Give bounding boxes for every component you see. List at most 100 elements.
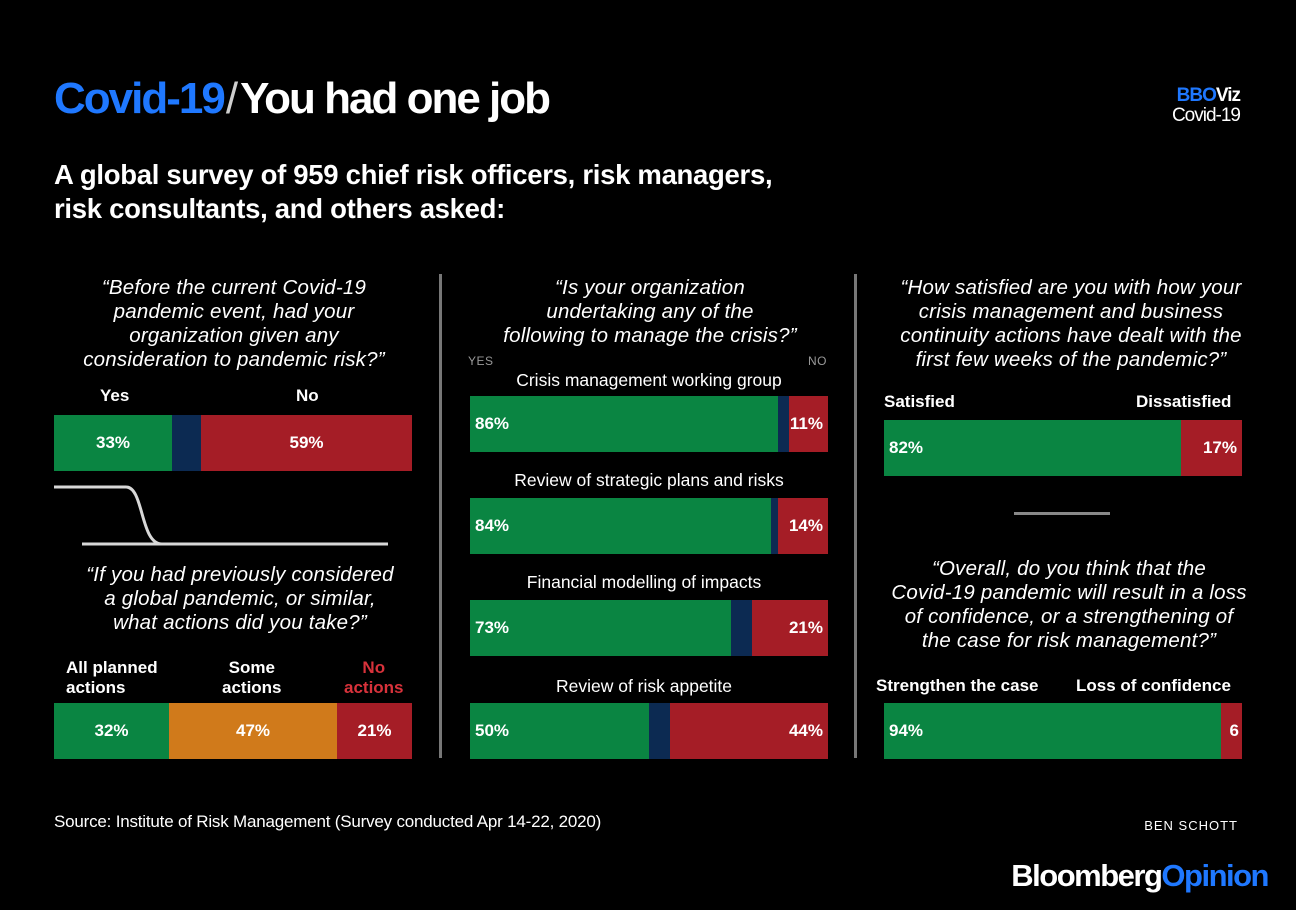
- category-label-line: No: [362, 658, 386, 677]
- category-label-line: actions: [66, 678, 126, 697]
- question-line: what actions did you take?”: [113, 611, 367, 634]
- question-line: “How satisfied are you with how your: [900, 276, 1242, 299]
- column-divider-left: [439, 274, 442, 758]
- question-line: undertaking any of the: [546, 300, 754, 323]
- row-label: Financial modelling of impacts: [526, 572, 762, 592]
- data-label-no: 21%: [788, 618, 823, 637]
- bar-segment-loss: [1221, 703, 1242, 759]
- data-label-satisfied: 82%: [889, 438, 924, 457]
- category-label-line: actions: [344, 678, 404, 697]
- bar-segment-unsure: [731, 600, 752, 656]
- row-bar: 86% 11%: [470, 396, 828, 452]
- data-label-no: 59%: [289, 433, 324, 452]
- data-label-no: 14%: [788, 516, 823, 535]
- question-crisis-measures: “Is your organization undertaking any of…: [460, 276, 840, 348]
- page-title: Covid-19/You had one job: [54, 74, 551, 124]
- data-label-yes: 33%: [95, 433, 131, 452]
- bar-segment-unsure: [649, 703, 670, 759]
- brand-bbo: BBO: [1176, 85, 1217, 106]
- data-label-yes: 50%: [475, 721, 510, 740]
- question-actions-taken: “If you had previously considered a glob…: [44, 563, 436, 635]
- question-line: crisis management and business: [918, 300, 1224, 323]
- bar-segment-no: [670, 703, 828, 759]
- author-credit: BEN SCHOTT: [1144, 818, 1238, 833]
- category-label-yes: Yes: [100, 386, 130, 405]
- question-line: “Overall, do you think that the: [932, 557, 1206, 580]
- bloomberg-opinion-logo: BloombergOpinion: [1011, 858, 1269, 894]
- question-line: first few weeks of the pandemic?”: [915, 348, 1227, 371]
- bar-segment-yes: [470, 396, 778, 452]
- legend-yes: YES: [468, 354, 494, 368]
- question-line: “Before the current Covid-19: [101, 276, 367, 299]
- bar-segment-yes: [54, 415, 172, 471]
- row-bar: 84% 14%: [470, 498, 828, 554]
- row-label: Review of strategic plans and risks: [514, 470, 784, 490]
- data-label-yes: 73%: [475, 618, 510, 637]
- legend-no: NO: [808, 354, 827, 368]
- data-label-no-actions: 21%: [357, 721, 392, 740]
- question-line: a global pandemic, or similar,: [104, 587, 376, 610]
- category-label-satisfied: Satisfied: [884, 392, 955, 411]
- bar-segment-satisfied: [884, 420, 1181, 476]
- source-note: Source: Institute of Risk Management (Su…: [54, 812, 602, 831]
- row-label: Crisis management working group: [516, 370, 782, 390]
- title-topic: Covid-19: [54, 74, 226, 123]
- bar-segment-some: [169, 703, 337, 759]
- row-bar: 73% 21%: [470, 600, 828, 656]
- question-line: continuity actions have dealt with the: [900, 324, 1242, 347]
- category-label-line: Some: [228, 658, 275, 677]
- bar-segment-yes: [470, 703, 649, 759]
- category-label-some: Some actions: [222, 658, 282, 698]
- row-bar: 50% 44%: [470, 703, 828, 759]
- logo-main: Bloomberg: [1011, 858, 1163, 893]
- bar-segment-no: [752, 600, 828, 656]
- stacked-bar-satisfaction: 82% 17%: [884, 420, 1242, 476]
- question-line: Covid-19 pandemic will result in a loss: [891, 581, 1247, 604]
- brand-viz: Viz: [1215, 85, 1241, 106]
- question-line: pandemic event, had your: [113, 300, 355, 323]
- data-label-all-planned: 32%: [94, 721, 129, 740]
- question-line: “Is your organization: [555, 276, 745, 299]
- data-label-strengthen: 94%: [889, 721, 924, 740]
- bar-segment-no: [201, 415, 412, 471]
- question-line: organization given any: [129, 324, 339, 347]
- bar-segment-unsure: [771, 498, 778, 554]
- question-pandemic-consideration: “Before the current Covid-19 pandemic ev…: [44, 276, 424, 372]
- brand-sub: Covid-19: [1171, 105, 1241, 126]
- logo-accent: Opinion: [1161, 858, 1269, 893]
- data-label-no: 44%: [788, 721, 823, 740]
- category-label-line: All planned: [66, 658, 158, 677]
- category-label-all-planned: All planned actions: [66, 658, 158, 698]
- follow-up-connector: [54, 485, 388, 546]
- question-line: following to manage the crisis?”: [503, 324, 797, 347]
- category-label-line: actions: [222, 678, 282, 697]
- data-label-some: 47%: [235, 721, 271, 740]
- section-divider: [1014, 512, 1110, 515]
- subtitle-line-1: A global survey of 959 chief risk office…: [54, 159, 773, 190]
- bar-segment-no: [778, 498, 828, 554]
- stacked-bar-actions-taken: [54, 703, 412, 759]
- question-line: “If you had previously considered: [86, 563, 394, 586]
- bar-segment-no: [789, 396, 828, 452]
- data-label-dissatisfied: 17%: [1202, 438, 1237, 457]
- data-label-yes: 86%: [475, 414, 510, 433]
- data-label-loss: 6: [1229, 721, 1239, 740]
- category-label-no: No: [296, 386, 319, 405]
- bar-segment-strengthen: [884, 703, 1221, 759]
- bar-segment-all-planned: [54, 703, 169, 759]
- row-label: Review of risk appetite: [555, 676, 733, 696]
- category-label-loss: Loss of confidence: [1076, 676, 1231, 695]
- subtitle-line-2: risk consultants, and others asked:: [54, 193, 506, 224]
- bar-segment-yes: [470, 600, 731, 656]
- stacked-bar-pandemic-consideration: [54, 415, 412, 471]
- question-satisfaction: “How satisfied are you with how your cri…: [866, 276, 1276, 376]
- bar-segment-yes: [470, 498, 771, 554]
- question-line: the case for risk management?”: [921, 629, 1217, 652]
- connector-line: [54, 485, 388, 546]
- data-label-yes: 84%: [475, 516, 510, 535]
- question-line: consideration to pandemic risk?”: [83, 348, 385, 371]
- bar-segment-no-actions: [337, 703, 412, 759]
- data-label-no: 11%: [789, 414, 823, 433]
- column-divider-right: [854, 274, 857, 758]
- bar-segment-other: [172, 415, 201, 471]
